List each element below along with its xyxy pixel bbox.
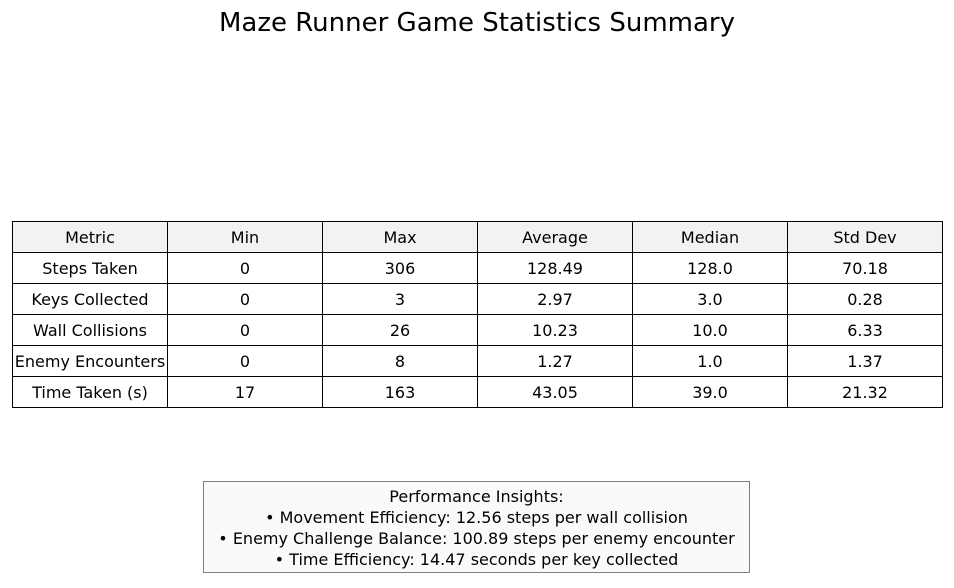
insight-line: • Movement Efficiency: 12.56 steps per w… [265,508,688,527]
table-cell: 128.0 [632,252,788,284]
table-cell: Keys Collected [12,283,168,315]
table-cell: 10.0 [632,314,788,346]
table-row: Enemy Encounters 0 8 1.27 1.0 1.37 [12,345,943,377]
table-cell: 3 [322,283,478,315]
table-cell: 8 [322,345,478,377]
table-row: Keys Collected 0 3 2.97 3.0 0.28 [12,283,943,315]
table-cell: 70.18 [787,252,943,284]
table-cell: 43.05 [477,376,633,408]
header-cell-metric: Metric [12,221,168,253]
table-cell: 17 [167,376,323,408]
table-cell: 2.97 [477,283,633,315]
table-row: Wall Collisions 0 26 10.23 10.0 6.33 [12,314,943,346]
chart-title: Maze Runner Game Statistics Summary [219,8,735,38]
table-cell: Steps Taken [12,252,168,284]
performance-insights-box: Performance Insights: • Movement Efficie… [203,481,750,573]
table-cell: 1.37 [787,345,943,377]
insight-line: • Enemy Challenge Balance: 100.89 steps … [218,529,735,548]
table-cell: 10.23 [477,314,633,346]
header-cell-max: Max [322,221,478,253]
table-row: Steps Taken 0 306 128.49 128.0 70.18 [12,252,943,284]
header-cell-min: Min [167,221,323,253]
header-cell-std-dev: Std Dev [787,221,943,253]
table-cell: Time Taken (s) [12,376,168,408]
table-cell: 26 [322,314,478,346]
statistics-table: Metric Min Max Average Median Std Dev St… [12,221,943,408]
table-cell: 0 [167,345,323,377]
table-cell: 128.49 [477,252,633,284]
header-cell-median: Median [632,221,788,253]
table-row: Time Taken (s) 17 163 43.05 39.0 21.32 [12,376,943,408]
table-cell: 0 [167,314,323,346]
table-cell: 1.0 [632,345,788,377]
table-cell: Wall Collisions [12,314,168,346]
table-cell: 163 [322,376,478,408]
table-cell: 0.28 [787,283,943,315]
table-header-row: Metric Min Max Average Median Std Dev [12,221,943,253]
table-cell: 0 [167,283,323,315]
insights-heading: Performance Insights: [389,487,564,506]
header-cell-average: Average [477,221,633,253]
table-cell: 3.0 [632,283,788,315]
table-cell: 306 [322,252,478,284]
table-cell: Enemy Encounters [12,345,168,377]
table-cell: 1.27 [477,345,633,377]
table-cell: 39.0 [632,376,788,408]
table-cell: 0 [167,252,323,284]
table-cell: 21.32 [787,376,943,408]
insight-line: • Time Efficiency: 14.47 seconds per key… [274,550,679,569]
table-cell: 6.33 [787,314,943,346]
